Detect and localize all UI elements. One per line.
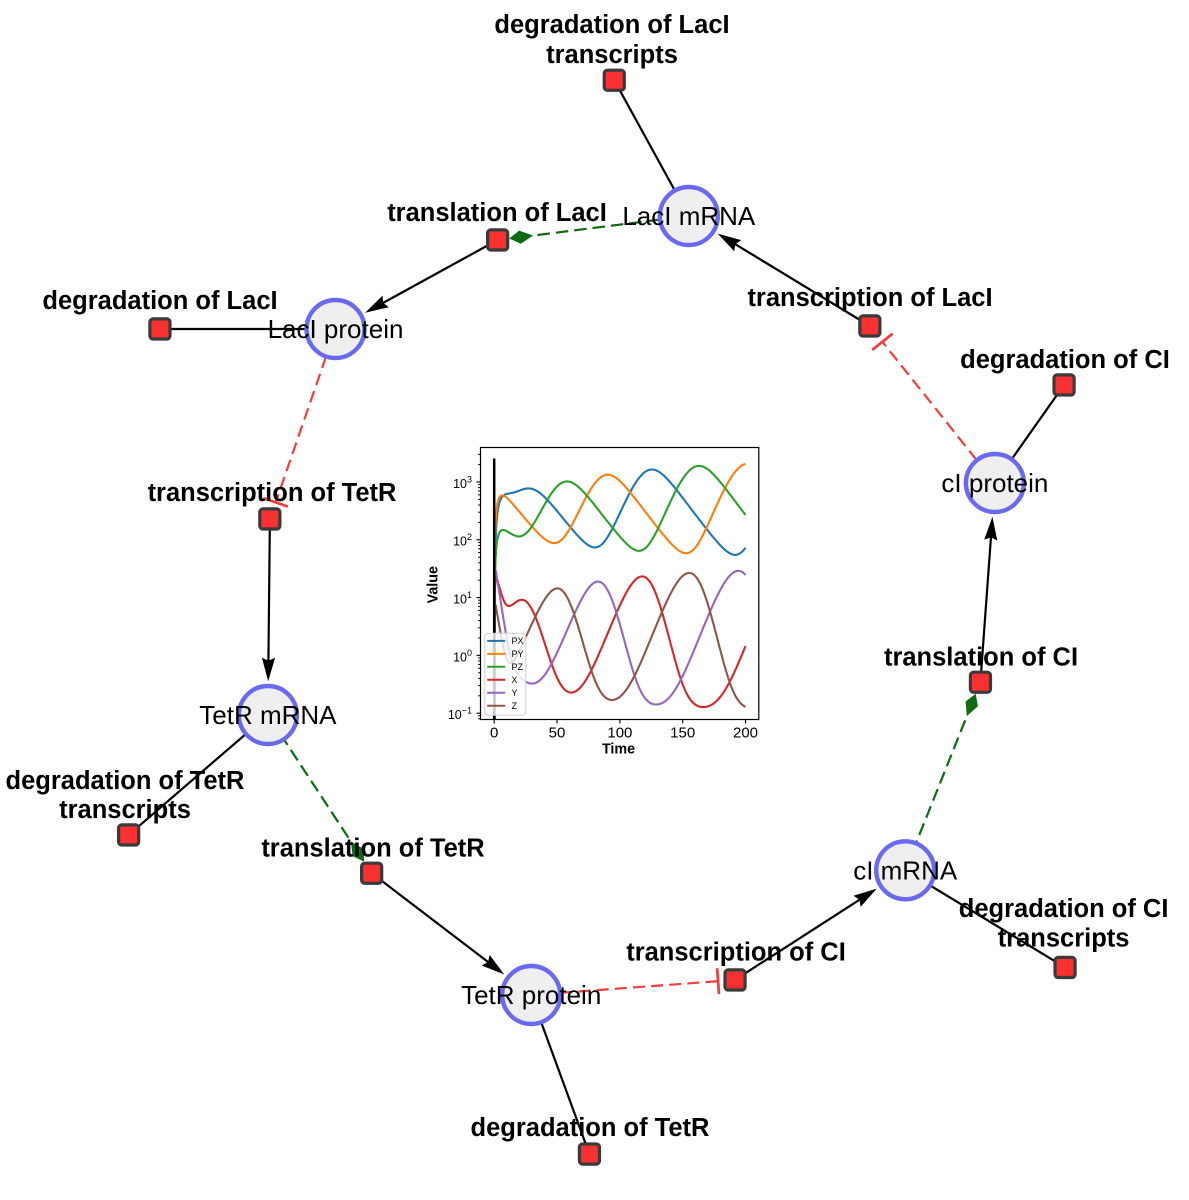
svg-text:50: 50 (549, 725, 566, 742)
svg-text:LacI protein: LacI protein (268, 314, 404, 344)
svg-text:translation of TetR: translation of TetR (261, 835, 484, 863)
svg-text:transcripts: transcripts (998, 924, 1130, 952)
svg-text:200: 200 (733, 725, 758, 742)
svg-text:0: 0 (490, 725, 498, 742)
svg-text:transcripts: transcripts (59, 796, 191, 824)
svg-text:Value: Value (426, 566, 442, 603)
svg-text:degradation of CI: degradation of CI (960, 346, 1170, 374)
svg-text:transcription of CI: transcription of CI (626, 939, 846, 967)
svg-text:cI protein: cI protein (941, 468, 1048, 498)
svg-text:PY: PY (512, 649, 524, 659)
svg-text:transcription of LacI: transcription of LacI (747, 284, 992, 312)
svg-text:transcription of TetR: transcription of TetR (148, 479, 397, 507)
svg-text:Time: Time (602, 742, 635, 758)
svg-text:100: 100 (607, 725, 632, 742)
svg-text:translation of CI: translation of CI (884, 644, 1078, 672)
svg-text:degradation of LacI: degradation of LacI (42, 287, 277, 315)
svg-text:150: 150 (670, 725, 695, 742)
svg-text:transcripts: transcripts (546, 41, 678, 69)
svg-text:degradation of CI: degradation of CI (959, 895, 1169, 923)
svg-text:LacI mRNA: LacI mRNA (622, 201, 756, 231)
svg-text:PX: PX (512, 636, 524, 646)
svg-text:translation of LacI: translation of LacI (387, 199, 607, 227)
svg-text:degradation of LacI: degradation of LacI (494, 11, 729, 39)
svg-text:degradation of TetR: degradation of TetR (6, 767, 245, 795)
svg-text:Z: Z (512, 701, 518, 711)
svg-text:X: X (512, 675, 518, 685)
svg-text:degradation of TetR: degradation of TetR (471, 1114, 710, 1142)
svg-text:PZ: PZ (512, 662, 524, 672)
svg-text:TetR protein: TetR protein (461, 980, 601, 1010)
svg-text:Y: Y (512, 688, 518, 698)
svg-text:TetR mRNA: TetR mRNA (199, 700, 337, 730)
svg-text:cI mRNA: cI mRNA (853, 856, 958, 886)
